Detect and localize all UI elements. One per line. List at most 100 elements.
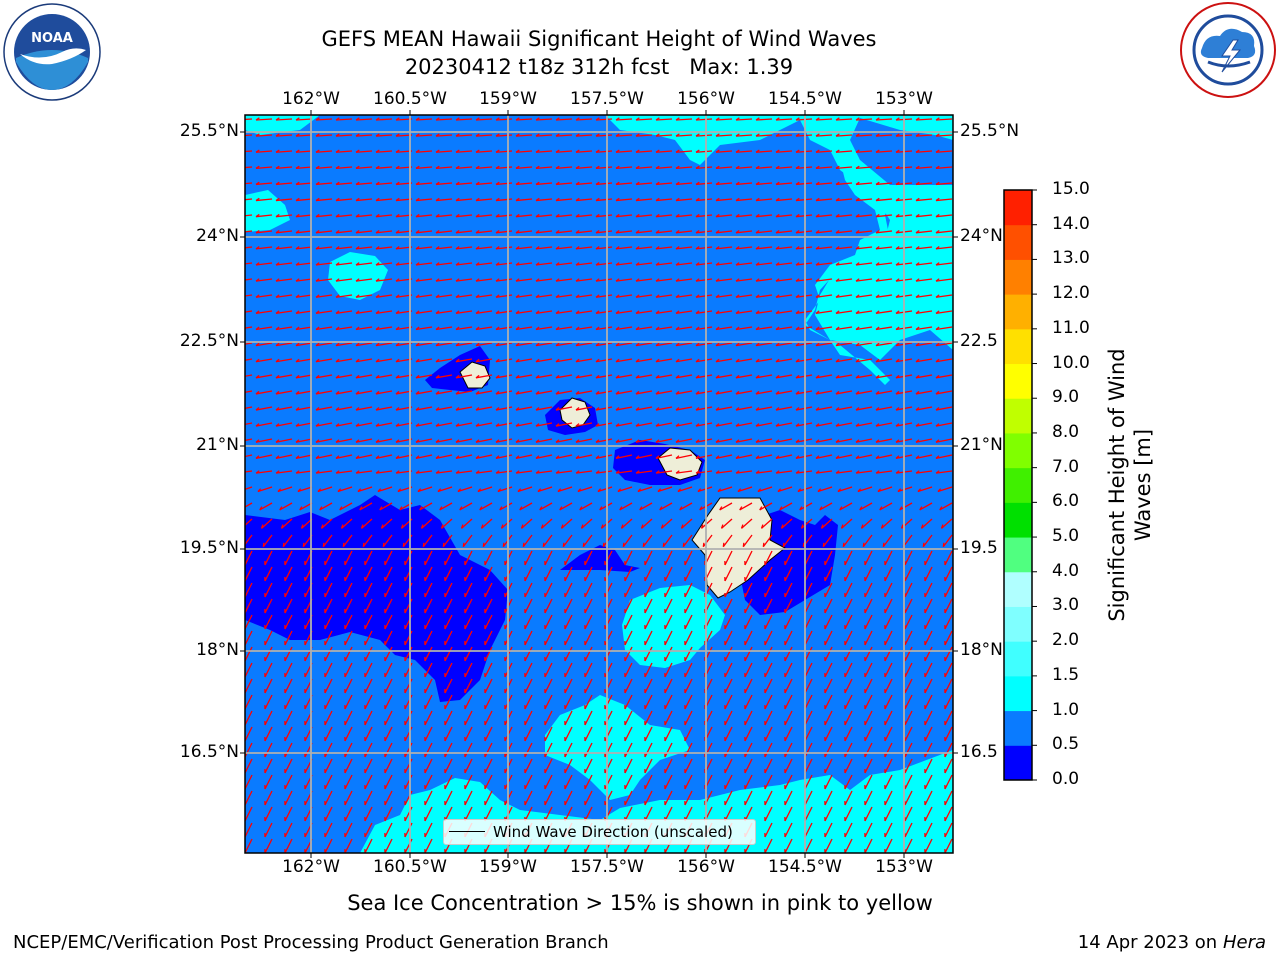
wave-direction-arrow xyxy=(564,662,573,678)
wave-direction-arrow xyxy=(364,566,373,582)
wave-arrow-head xyxy=(255,133,260,137)
wave-direction-arrow xyxy=(715,374,733,379)
wave-arrow-head xyxy=(615,439,620,443)
wave-direction-arrow xyxy=(275,230,293,234)
wave-arrow-head xyxy=(875,407,880,411)
wave-arrow-head xyxy=(435,326,440,330)
wave-direction-arrow xyxy=(464,710,473,726)
wave-direction-arrow xyxy=(735,342,753,347)
wave-arrow-head xyxy=(595,358,600,363)
wave-direction-arrow xyxy=(324,774,333,790)
wave-arrow-head xyxy=(695,246,700,250)
wave-direction-arrow xyxy=(924,582,933,598)
wave-direction-arrow xyxy=(435,454,453,460)
wave-arrow-head xyxy=(595,278,600,282)
wave-arrow-head xyxy=(419,506,423,511)
wave-direction-arrow xyxy=(455,214,473,218)
wave-arrow-head xyxy=(379,506,383,511)
wave-arrow-head xyxy=(895,423,900,427)
wave-arrow-head xyxy=(515,181,520,185)
wave-direction-arrow xyxy=(444,758,453,774)
wave-direction-arrow xyxy=(815,134,833,137)
wave-direction-arrow xyxy=(915,454,933,460)
wave-direction-arrow xyxy=(444,630,453,646)
lon-label-top: 159°W xyxy=(479,89,537,109)
wave-arrow-head xyxy=(255,326,260,330)
wave-arrow-head xyxy=(675,374,680,379)
wave-arrow-head xyxy=(335,407,340,411)
wave-direction-arrow xyxy=(735,150,753,153)
wave-direction-arrow xyxy=(475,454,493,460)
wave-direction-arrow xyxy=(904,758,913,774)
wave-direction-arrow xyxy=(415,278,433,282)
wave-direction-arrow xyxy=(715,134,733,137)
wave-arrow-head xyxy=(935,133,940,137)
wave-direction-arrow xyxy=(935,246,953,250)
lat-label-right: 22.5 xyxy=(960,331,998,351)
wave-arrow-head xyxy=(340,524,344,529)
wave-direction-arrow xyxy=(644,630,653,646)
wave-direction-arrow xyxy=(475,374,493,379)
wave-direction-arrow xyxy=(424,646,433,662)
wave-arrow-head xyxy=(722,542,725,547)
wave-arrow-head xyxy=(515,455,520,459)
wave-direction-arrow xyxy=(844,806,853,822)
wave-direction-arrow xyxy=(915,166,933,169)
wave-arrow-head xyxy=(815,455,820,459)
wave-arrow-head xyxy=(795,133,800,137)
wave-direction-arrow xyxy=(722,534,733,548)
wave-arrow-head xyxy=(435,470,440,474)
wave-arrow-head xyxy=(435,358,440,363)
lat-label-right: 19.5 xyxy=(960,538,998,558)
wave-arrow-head xyxy=(555,407,560,411)
wave-direction-arrow xyxy=(784,774,793,790)
wave-direction-arrow xyxy=(245,454,253,458)
wave-direction-arrow xyxy=(855,294,873,298)
wave-direction-arrow xyxy=(624,630,633,646)
wave-arrow-head xyxy=(615,470,620,474)
wave-arrow-head xyxy=(775,326,780,330)
wave-direction-arrow xyxy=(824,582,833,598)
wave-arrow-head xyxy=(877,488,882,492)
wave-direction-arrow xyxy=(555,406,573,411)
wave-arrow-head xyxy=(455,455,460,459)
wave-arrow-head xyxy=(635,165,640,169)
wave-arrow-head xyxy=(675,181,680,185)
wave-arrow-head xyxy=(555,439,560,443)
wave-direction-arrow xyxy=(344,614,353,630)
wave-arrow-head xyxy=(335,262,340,266)
wave-direction-arrow xyxy=(684,630,693,646)
wave-direction-arrow xyxy=(364,598,373,614)
wave-direction-arrow xyxy=(275,454,293,460)
wave-direction-arrow xyxy=(835,390,853,395)
wave-direction-arrow xyxy=(615,214,633,218)
wave-arrow-head xyxy=(535,407,540,411)
wave-arrow-head xyxy=(302,542,305,547)
wave-arrow-head xyxy=(515,326,520,330)
wave-arrow-head xyxy=(735,278,740,282)
wave-direction-arrow xyxy=(559,502,573,511)
wave-direction-arrow xyxy=(555,454,573,460)
wave-direction-arrow xyxy=(904,822,913,838)
wave-direction-arrow xyxy=(584,678,593,694)
wave-arrow-head xyxy=(515,439,520,443)
wave-direction-arrow xyxy=(664,694,673,710)
wave-arrow-head xyxy=(935,423,940,427)
wave-arrow-head xyxy=(480,524,484,529)
wave-direction-arrow xyxy=(855,342,873,347)
wave-direction-arrow xyxy=(775,166,793,169)
colorbar-segment xyxy=(1004,641,1032,677)
wave-direction-arrow xyxy=(544,806,553,822)
wave-direction-arrow xyxy=(724,662,733,678)
wave-arrow-head xyxy=(935,278,940,282)
wave-arrow-head xyxy=(375,310,380,314)
wave-direction-arrow xyxy=(595,150,613,153)
wave-arrow-head xyxy=(535,278,540,282)
wave-arrow-head xyxy=(675,117,680,121)
wave-arrow-head xyxy=(499,506,503,511)
wave-direction-arrow xyxy=(284,630,293,646)
wave-arrow-head xyxy=(395,390,400,395)
wave-arrow-head xyxy=(475,455,480,459)
wave-direction-arrow xyxy=(245,214,253,217)
wave-arrow-head xyxy=(735,229,740,234)
